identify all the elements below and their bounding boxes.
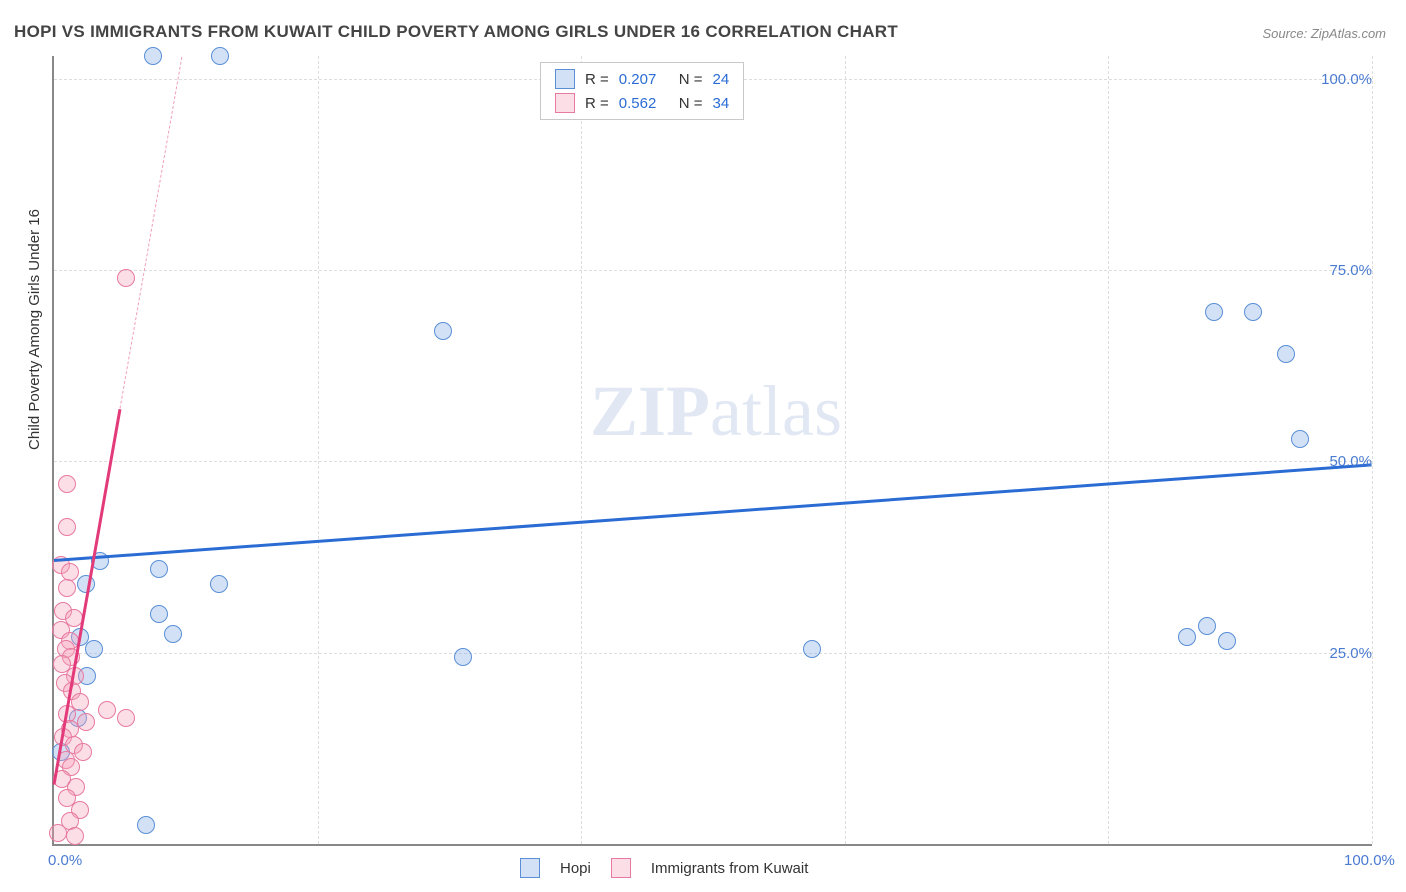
correlation-legend: R = 0.207 N = 24 R = 0.562 N = 34 xyxy=(540,62,744,120)
legend-n-value: 34 xyxy=(713,95,730,112)
data-point xyxy=(117,709,135,727)
legend-swatch xyxy=(611,858,631,878)
data-point xyxy=(150,560,168,578)
data-point xyxy=(1291,430,1309,448)
y-tick-75: 75.0% xyxy=(1329,262,1372,279)
data-point xyxy=(803,640,821,658)
legend-r-value: 0.562 xyxy=(619,95,669,112)
legend-row: R = 0.207 N = 24 xyxy=(541,67,743,91)
legend-row: R = 0.562 N = 34 xyxy=(541,91,743,115)
vgrid-line xyxy=(318,56,319,844)
trend-line xyxy=(119,56,182,408)
legend-n-value: 24 xyxy=(713,71,730,88)
data-point xyxy=(150,605,168,623)
vgrid-line xyxy=(1372,56,1373,844)
data-point xyxy=(85,640,103,658)
legend-swatch xyxy=(555,69,575,89)
y-tick-50: 50.0% xyxy=(1329,453,1372,470)
legend-n-label: N = xyxy=(679,95,703,112)
hgrid-line xyxy=(54,270,1372,271)
data-point xyxy=(454,648,472,666)
data-point xyxy=(1244,303,1262,321)
data-point xyxy=(210,575,228,593)
trend-line xyxy=(54,463,1372,562)
data-point xyxy=(434,322,452,340)
data-point xyxy=(1277,345,1295,363)
legend-series-label: Hopi xyxy=(560,860,591,877)
data-point xyxy=(58,475,76,493)
data-point xyxy=(137,816,155,834)
legend-swatch xyxy=(555,93,575,113)
data-point xyxy=(164,625,182,643)
y-axis-label: Child Poverty Among Girls Under 16 xyxy=(26,209,43,450)
data-point xyxy=(77,713,95,731)
data-point xyxy=(1178,628,1196,646)
legend-swatch xyxy=(520,858,540,878)
data-point xyxy=(49,824,67,842)
hgrid-line xyxy=(54,653,1372,654)
legend-series-label: Immigrants from Kuwait xyxy=(651,860,809,877)
data-point xyxy=(1205,303,1223,321)
y-tick-25: 25.0% xyxy=(1329,645,1372,662)
legend-r-value: 0.207 xyxy=(619,71,669,88)
x-tick-100: 100.0% xyxy=(1344,852,1395,869)
vgrid-line xyxy=(1108,56,1109,844)
y-tick-100: 100.0% xyxy=(1321,71,1372,88)
legend-r-label: R = xyxy=(585,71,609,88)
plot-area xyxy=(52,56,1372,846)
data-point xyxy=(58,518,76,536)
data-point xyxy=(211,47,229,65)
series-legend: Hopi Immigrants from Kuwait xyxy=(520,858,808,878)
data-point xyxy=(58,579,76,597)
hgrid-line xyxy=(54,461,1372,462)
vgrid-line xyxy=(581,56,582,844)
vgrid-line xyxy=(845,56,846,844)
data-point xyxy=(98,701,116,719)
data-point xyxy=(66,827,84,845)
source-label: Source: ZipAtlas.com xyxy=(1262,26,1386,41)
data-point xyxy=(74,743,92,761)
data-point xyxy=(117,269,135,287)
data-point xyxy=(1198,617,1216,635)
chart-title: HOPI VS IMMIGRANTS FROM KUWAIT CHILD POV… xyxy=(14,22,898,42)
data-point xyxy=(144,47,162,65)
x-tick-0: 0.0% xyxy=(48,852,82,869)
legend-r-label: R = xyxy=(585,95,609,112)
data-point xyxy=(1218,632,1236,650)
legend-n-label: N = xyxy=(679,71,703,88)
